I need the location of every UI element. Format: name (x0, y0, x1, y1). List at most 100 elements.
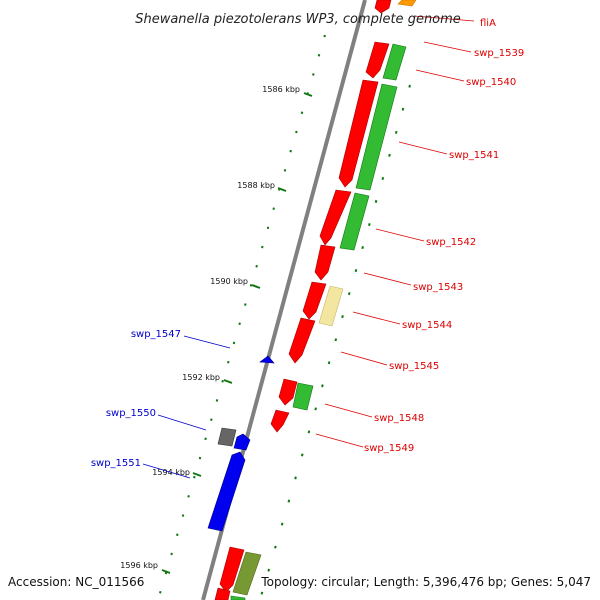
gene-label-swp-1544: swp_1544 (402, 320, 452, 331)
cds-swp-1548 (270, 409, 290, 433)
guide-dot (312, 73, 315, 76)
guide-dot (232, 341, 236, 345)
guide-dot (300, 111, 304, 115)
cds-swp-1539 (365, 41, 390, 79)
guide-dot (274, 545, 277, 549)
cog-green-segment (355, 83, 398, 191)
leader-line (324, 403, 373, 418)
cog-olive-segment (232, 551, 262, 596)
tick-label: 1586 kbp (262, 85, 300, 94)
guide-dot (347, 292, 351, 296)
leader-line (183, 335, 231, 349)
tick-mark (251, 284, 261, 289)
guide-dot (266, 226, 270, 230)
guide-dot (215, 399, 219, 402)
gene-label-fliA: fliA (480, 18, 496, 29)
gene-label-swp-1548: swp_1548 (374, 413, 424, 424)
cds-swp-1543 (302, 281, 327, 320)
gene-label-swp-1541: swp_1541 (449, 150, 499, 161)
guide-dot (227, 360, 230, 364)
cds-swp-1540 (338, 79, 379, 188)
gene-label-swp-1545: swp_1545 (389, 361, 439, 372)
guide-dot (289, 149, 292, 153)
tick-mark (192, 472, 202, 477)
guide-dot (244, 303, 247, 306)
guide-dot (327, 361, 331, 365)
guide-dot (388, 153, 391, 157)
guide-dot (300, 453, 304, 457)
tick-label: 1590 kbp (210, 277, 248, 286)
tick-label: 1596 kbp (120, 561, 158, 570)
cog-orange-segment (397, 0, 417, 7)
guide-dot (294, 476, 297, 480)
tick-mark (303, 92, 313, 97)
tick-mark (161, 569, 171, 574)
leader-line (415, 69, 465, 82)
guide-dot (314, 407, 317, 411)
guide-dot (295, 130, 298, 134)
guide-dot (260, 591, 264, 595)
guide-dot (159, 590, 162, 594)
leader-line (398, 141, 448, 155)
leader-line (142, 463, 191, 479)
tick-mark (277, 187, 287, 192)
guide-dot (181, 514, 185, 517)
reverse-cds-track (207, 355, 275, 532)
leader-line (315, 433, 364, 448)
cds-swp-1552 (219, 546, 245, 593)
reverse-gene-labels: swp_1547 swp_1550 swp_1551 (91, 329, 181, 469)
genome-title: Shewanella piezotolerans WP3, complete g… (135, 12, 461, 27)
guide-dot (368, 223, 371, 227)
guide-dot (267, 568, 271, 572)
guide-dot (170, 552, 173, 556)
gene-label-swp-1543: swp_1543 (413, 282, 463, 293)
guide-dot (210, 418, 213, 421)
forward-gene-labels: fliA swp_1539 swp_1540 swp_1541 swp_1542… (364, 18, 524, 454)
outer-dotted-ring (260, 84, 411, 595)
cds-swp-1545 (278, 378, 298, 406)
cog-gray-segment (217, 427, 237, 447)
guide-dot (193, 475, 196, 479)
gene-label-swp-1539: swp_1539 (474, 48, 524, 59)
cds-swp-1550 (233, 433, 251, 451)
gene-label-swp-1550: swp_1550 (106, 408, 156, 419)
guide-dot (341, 315, 344, 319)
guide-dot (354, 269, 358, 273)
tick-marks (161, 92, 313, 574)
cds-fliA (374, 0, 392, 14)
guide-dot (394, 130, 398, 134)
leader-line (375, 228, 425, 242)
guide-dot (287, 499, 291, 503)
cds-swp-1553 (214, 587, 231, 600)
cds-swp-1547 (259, 355, 275, 364)
leader-line (423, 41, 472, 53)
guide-dot (255, 264, 258, 268)
guide-dot (187, 495, 190, 498)
inner-dotted-ring (159, 34, 326, 594)
tick-label: 1588 kbp (237, 181, 275, 190)
gene-label-swp-1547: swp_1547 (131, 329, 181, 340)
cog-green-segment (292, 382, 314, 411)
cds-swp-1551 (207, 451, 246, 532)
cog-yellow-segment (318, 285, 344, 327)
label-leaders (142, 15, 475, 479)
gene-label-swp-1549: swp_1549 (364, 443, 414, 454)
guide-dot (280, 522, 284, 526)
guide-dot (381, 176, 385, 181)
guide-dot (408, 84, 411, 88)
leader-line (340, 351, 388, 366)
guide-dot (261, 245, 264, 249)
cds-swp-1542 (314, 244, 336, 281)
guide-dot (317, 53, 321, 57)
cog-green-segment (339, 192, 370, 251)
guide-dot (374, 199, 378, 203)
accession-text: Accession: NC_011566 (8, 575, 144, 589)
gene-label-swp-1551: swp_1551 (91, 458, 141, 469)
forward-cds-track (214, 0, 392, 600)
guide-dot (221, 379, 224, 383)
guide-dot (361, 246, 364, 250)
guide-dot (238, 322, 241, 326)
guide-dot (401, 107, 405, 111)
topology-text: Topology: circular; Length: 5,396,476 bp… (260, 575, 591, 589)
